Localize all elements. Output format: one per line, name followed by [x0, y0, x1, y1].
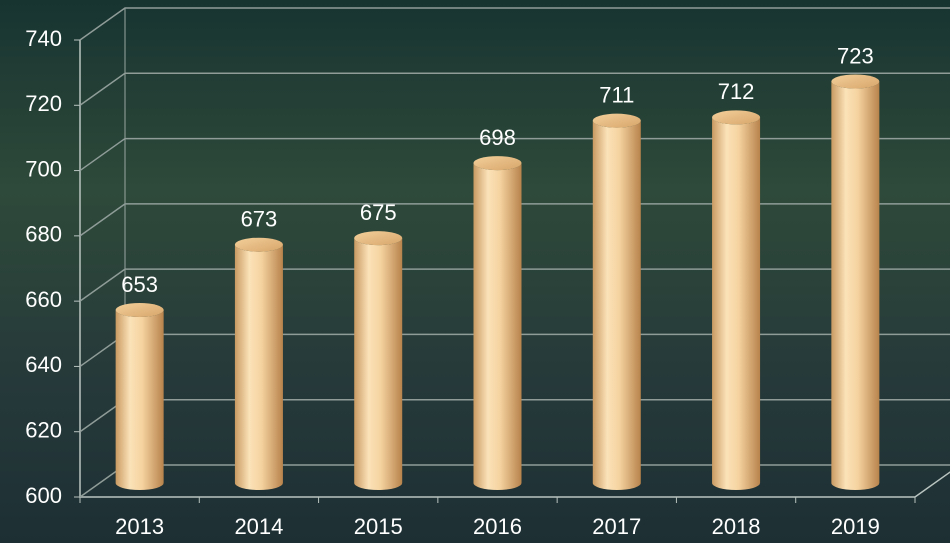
- y-tick-label: 600: [25, 483, 62, 508]
- bar: [354, 238, 403, 490]
- grid-line: [79, 137, 950, 172]
- axis-line: [79, 40, 950, 498]
- y-tick-label: 680: [25, 222, 62, 247]
- bar: [592, 120, 641, 491]
- y-tick-label: 660: [25, 287, 62, 312]
- y-tick-label: 640: [25, 352, 62, 377]
- data-label: 675: [360, 200, 397, 225]
- x-tick-label: 2016: [473, 514, 522, 539]
- grid-line: [79, 203, 950, 237]
- bar-top: [712, 110, 761, 125]
- bar: [473, 163, 522, 490]
- bar: [712, 117, 761, 491]
- bar-top: [592, 113, 641, 128]
- data-label: 711: [599, 82, 634, 107]
- y-tick-label: 700: [25, 156, 62, 181]
- bar-top: [354, 231, 403, 246]
- y-tick-label: 720: [25, 91, 62, 116]
- x-tick-label: 2019: [831, 514, 880, 539]
- bar: [831, 81, 880, 490]
- y-tick-label: 620: [25, 418, 62, 443]
- grid-line: [79, 7, 950, 41]
- bar-top: [115, 302, 164, 317]
- data-label: 712: [718, 79, 755, 104]
- bar: [115, 309, 164, 490]
- y-tick-label: 740: [25, 26, 62, 51]
- x-tick-label: 2015: [354, 514, 403, 539]
- x-tick-label: 2013: [115, 514, 164, 539]
- bar-top: [473, 156, 522, 171]
- x-tick-label: 2017: [592, 514, 641, 539]
- grid-line: [79, 268, 950, 302]
- bar-top: [831, 74, 880, 89]
- bar-top: [234, 237, 283, 252]
- data-label: 723: [837, 43, 874, 68]
- x-tick-label: 2014: [234, 514, 283, 539]
- x-tick-label: 2018: [712, 514, 761, 539]
- bar: [234, 244, 283, 490]
- grid-line: [79, 72, 950, 106]
- data-label: 653: [121, 272, 158, 297]
- data-label: 698: [479, 125, 516, 150]
- data-label: 673: [241, 207, 278, 232]
